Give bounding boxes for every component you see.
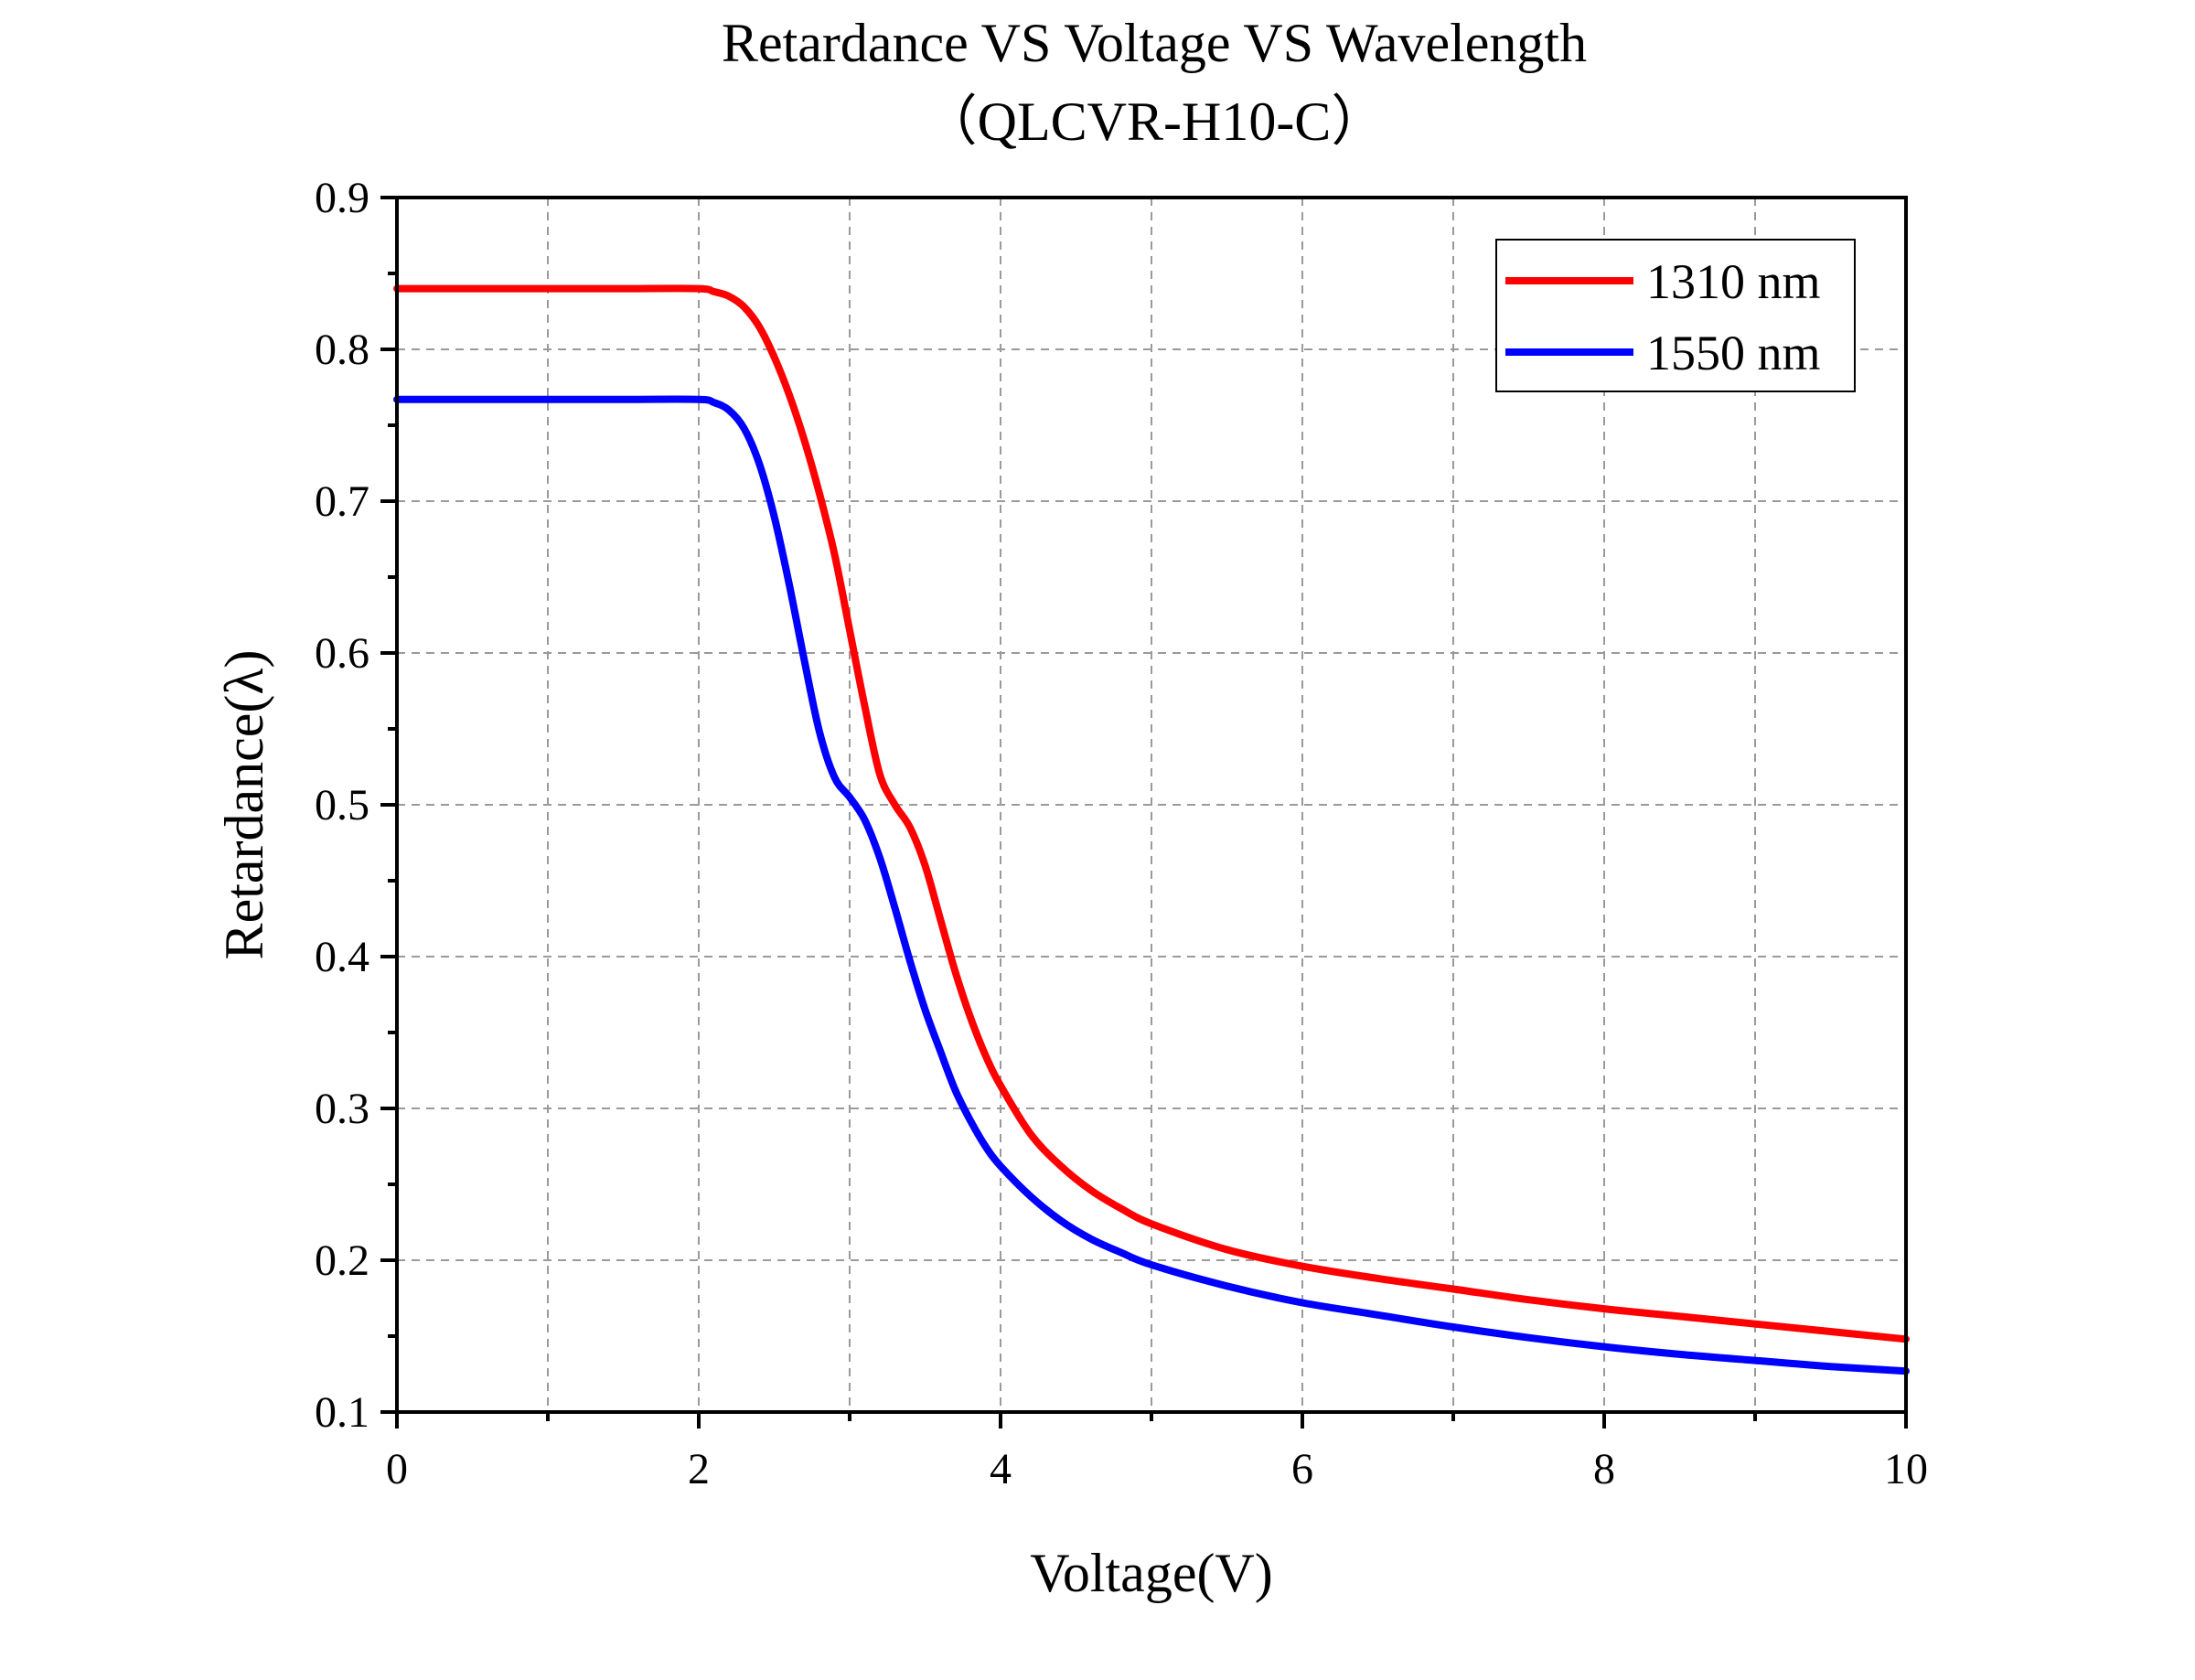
x-tick-label: 10 <box>1884 1445 1928 1493</box>
legend-label-1310: 1310 nm <box>1646 254 1821 309</box>
series-lines <box>393 284 1910 1375</box>
series-line-1310-nm <box>393 284 1910 1343</box>
x-tick-label: 2 <box>688 1445 710 1493</box>
x-axis-title: Voltage(V) <box>1030 1543 1273 1603</box>
x-tick-labels: 0 2 4 6 8 10 <box>386 1445 1928 1493</box>
y-tick-label: 0.8 <box>315 326 369 374</box>
y-tick-label: 0.9 <box>315 174 369 222</box>
y-tick-label: 0.2 <box>315 1236 369 1285</box>
x-tick-label: 4 <box>990 1445 1012 1493</box>
y-tick-label: 0.1 <box>315 1388 369 1437</box>
chart-subtitle: （QLCVR-H10-C） <box>923 91 1387 152</box>
x-tick-label: 8 <box>1593 1445 1615 1493</box>
y-tick-label: 0.5 <box>315 781 369 829</box>
axis-ticks <box>380 196 1908 1429</box>
legend-box <box>1495 239 1856 392</box>
chart-title: Retardance VS Voltage VS Wavelength <box>722 13 1587 73</box>
legend: 1310 nm 1550 nm <box>1495 239 1856 392</box>
x-tick-label: 6 <box>1291 1445 1313 1493</box>
y-tick-label: 0.6 <box>315 629 369 678</box>
y-tick-label: 0.7 <box>315 477 369 526</box>
y-tick-label: 0.3 <box>315 1085 369 1133</box>
series-line-1550-nm <box>393 395 1910 1375</box>
y-axis-title: Retardance(λ) <box>214 650 274 960</box>
y-tick-label: 0.4 <box>315 933 369 981</box>
y-tick-labels: 0.1 0.2 0.3 0.4 0.5 0.6 0.7 0.8 0.9 <box>315 174 369 1437</box>
legend-label-1550: 1550 nm <box>1646 326 1821 380</box>
grid-lines <box>397 198 1906 1412</box>
x-tick-label: 0 <box>386 1445 408 1493</box>
